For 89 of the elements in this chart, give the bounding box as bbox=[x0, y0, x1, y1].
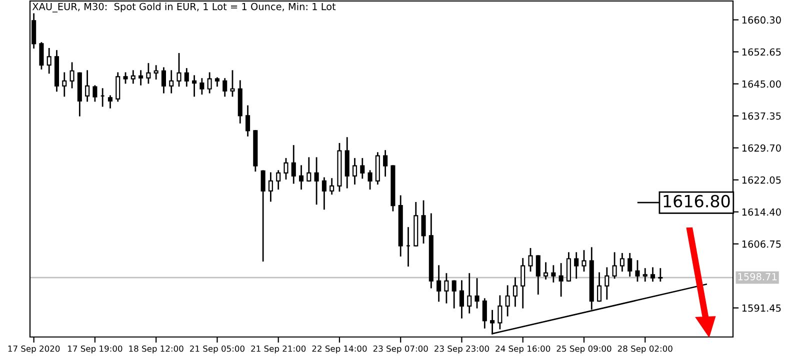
candlestick bbox=[482, 298, 487, 328]
candlestick bbox=[551, 265, 556, 282]
candlestick bbox=[276, 170, 281, 190]
x-tick-label: 25 Sep 09:00 bbox=[556, 345, 612, 354]
x-tick-label: 17 Sep 2020 bbox=[8, 345, 60, 354]
x-tick-label: 18 Sep 12:00 bbox=[129, 345, 184, 354]
candlestick bbox=[566, 252, 571, 282]
x-tick-label: 24 Sep 16:00 bbox=[496, 345, 550, 354]
y-tick-label: 1629.70 bbox=[742, 144, 781, 152]
x-tick-label: 17 Sep 19:00 bbox=[68, 345, 122, 354]
candlestick bbox=[200, 78, 204, 95]
candlestick bbox=[498, 295, 502, 330]
candlestick bbox=[582, 250, 586, 272]
candlestick bbox=[62, 72, 67, 97]
candlestick bbox=[322, 177, 326, 210]
candlestick bbox=[314, 157, 319, 205]
candlestick bbox=[474, 278, 480, 308]
candlestick bbox=[306, 157, 312, 182]
x-tick-label: 23 Sep 07:00 bbox=[373, 345, 428, 354]
x-tick-label: 21 Sep 05:00 bbox=[190, 345, 244, 354]
y-tick-label: 1622.05 bbox=[742, 176, 781, 184]
y-tick-label: 1637.35 bbox=[742, 112, 781, 120]
y-tick-label: 1606.75 bbox=[742, 240, 781, 248]
candlestick bbox=[383, 150, 388, 177]
candlestick bbox=[544, 262, 548, 280]
candlestick bbox=[298, 165, 304, 190]
x-tick-label: 22 Sep 14:00 bbox=[312, 345, 367, 354]
candlestick bbox=[130, 70, 136, 84]
candlestick bbox=[574, 252, 579, 279]
candlestick bbox=[85, 70, 90, 102]
candlestick bbox=[169, 70, 174, 94]
candlestick bbox=[604, 267, 610, 300]
y-tick-label: 1652.65 bbox=[742, 48, 781, 56]
candlestick bbox=[70, 62, 74, 88]
candlestick bbox=[612, 252, 617, 279]
candlestick bbox=[154, 65, 158, 80]
candlestick bbox=[436, 265, 442, 302]
candlestick bbox=[138, 70, 144, 86]
candlestick bbox=[184, 68, 189, 87]
candlestick bbox=[192, 75, 197, 97]
y-tick-label: 1614.40 bbox=[742, 208, 781, 216]
candlestick bbox=[421, 200, 426, 244]
candlestick bbox=[123, 72, 128, 84]
candlestick bbox=[360, 158, 365, 179]
candlestick bbox=[207, 72, 212, 94]
candlestick bbox=[444, 273, 449, 304]
candlestick bbox=[459, 280, 464, 318]
y-tick-label: 1660.30 bbox=[742, 16, 781, 24]
candlestick bbox=[635, 260, 640, 282]
y-tick-label: 1645.00 bbox=[742, 80, 781, 88]
candlestick bbox=[352, 158, 358, 185]
x-tick-label: 21 Sep 21:00 bbox=[251, 345, 306, 354]
candlestick bbox=[520, 258, 526, 308]
candlestick bbox=[268, 172, 273, 202]
x-tick-label: 28 Sep 02:00 bbox=[618, 345, 672, 354]
candlestick bbox=[467, 273, 472, 314]
candlestick bbox=[291, 145, 296, 184]
candlestick bbox=[108, 95, 113, 108]
ref-line-label: 1598.71 bbox=[738, 273, 777, 280]
candlestick bbox=[642, 268, 648, 282]
candlestick bbox=[92, 85, 98, 102]
candlestick bbox=[116, 72, 120, 102]
candlestick bbox=[452, 280, 456, 308]
candlestick bbox=[230, 70, 235, 97]
candlestick bbox=[658, 268, 663, 282]
candlestick bbox=[536, 255, 540, 295]
candlestick bbox=[176, 53, 182, 87]
candlestick bbox=[284, 158, 288, 180]
candlestick bbox=[528, 248, 533, 272]
y-tick-label: 1591.45 bbox=[742, 304, 781, 312]
candlestick bbox=[146, 63, 151, 84]
candlestick bbox=[161, 67, 166, 94]
candlestick bbox=[628, 253, 632, 277]
candlestick bbox=[597, 272, 602, 302]
candlestick bbox=[260, 170, 266, 262]
candlestick bbox=[505, 285, 510, 316]
candlestick bbox=[222, 78, 228, 97]
candlestick bbox=[246, 105, 250, 136]
annotation: 1616.80 bbox=[664, 194, 730, 208]
candlestick bbox=[368, 170, 372, 190]
candlestick bbox=[39, 42, 44, 70]
candlestick bbox=[46, 48, 52, 74]
candlestick bbox=[620, 253, 624, 272]
x-tick-label: 23 Sep 23:00 bbox=[434, 345, 489, 354]
candlestick bbox=[650, 267, 656, 282]
chart-title: XAU_EUR, M30: Spot Gold in EUR, 1 Lot = 1 Ounce, Min: 1 Lot bbox=[32, 2, 336, 12]
candlestick bbox=[330, 178, 334, 195]
candlestick bbox=[558, 263, 564, 297]
candlestick bbox=[512, 277, 518, 307]
